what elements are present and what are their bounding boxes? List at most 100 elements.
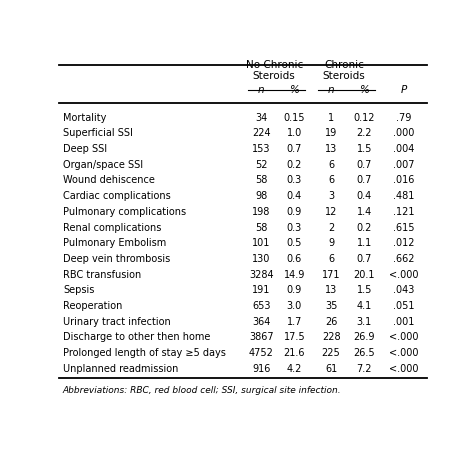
Text: 26.9: 26.9: [354, 332, 375, 342]
Text: 4.1: 4.1: [356, 301, 372, 311]
Text: 0.9: 0.9: [287, 207, 302, 217]
Text: 1.4: 1.4: [356, 207, 372, 217]
Text: 0.7: 0.7: [287, 144, 302, 154]
Text: 61: 61: [325, 364, 337, 374]
Text: 12: 12: [325, 207, 337, 217]
Text: 130: 130: [252, 254, 271, 264]
Text: 0.9: 0.9: [287, 285, 302, 295]
Text: .051: .051: [393, 301, 415, 311]
Text: Superficial SSI: Superficial SSI: [63, 128, 133, 138]
Text: 58: 58: [255, 175, 267, 185]
Text: Renal complications: Renal complications: [63, 222, 161, 233]
Text: Sepsis: Sepsis: [63, 285, 94, 295]
Text: Mortality: Mortality: [63, 113, 106, 123]
Text: 2: 2: [328, 222, 334, 233]
Text: No Chronic: No Chronic: [246, 60, 303, 70]
Text: %: %: [290, 85, 299, 95]
Text: 17.5: 17.5: [283, 332, 305, 342]
Text: Deep SSI: Deep SSI: [63, 144, 107, 154]
Text: 2.2: 2.2: [356, 128, 372, 138]
Text: 7.2: 7.2: [356, 364, 372, 374]
Text: Urinary tract infection: Urinary tract infection: [63, 317, 171, 327]
Text: 6: 6: [328, 254, 334, 264]
Text: 98: 98: [255, 191, 267, 201]
Text: 4.2: 4.2: [287, 364, 302, 374]
Text: 0.3: 0.3: [287, 222, 302, 233]
Text: 35: 35: [325, 301, 337, 311]
Text: .662: .662: [393, 254, 415, 264]
Text: 14.9: 14.9: [283, 270, 305, 280]
Text: Deep vein thrombosis: Deep vein thrombosis: [63, 254, 170, 264]
Text: .79: .79: [396, 113, 411, 123]
Text: n: n: [258, 85, 264, 95]
Text: 0.4: 0.4: [356, 191, 372, 201]
Text: Steroids: Steroids: [253, 71, 295, 81]
Text: 3284: 3284: [249, 270, 273, 280]
Text: 198: 198: [252, 207, 271, 217]
Text: 34: 34: [255, 113, 267, 123]
Text: 3.1: 3.1: [356, 317, 372, 327]
Text: .000: .000: [393, 128, 414, 138]
Text: .615: .615: [393, 222, 415, 233]
Text: 225: 225: [322, 348, 340, 358]
Text: 3.0: 3.0: [287, 301, 302, 311]
Text: 0.7: 0.7: [356, 175, 372, 185]
Text: 20.1: 20.1: [354, 270, 375, 280]
Text: 9: 9: [328, 238, 334, 248]
Text: .481: .481: [393, 191, 414, 201]
Text: 224: 224: [252, 128, 271, 138]
Text: Cardiac complications: Cardiac complications: [63, 191, 171, 201]
Text: P: P: [401, 85, 407, 95]
Text: n: n: [328, 85, 334, 95]
Text: 6: 6: [328, 175, 334, 185]
Text: <.000: <.000: [389, 270, 419, 280]
Text: Abbreviations: RBC, red blood cell; SSI, surgical site infection.: Abbreviations: RBC, red blood cell; SSI,…: [63, 386, 342, 395]
Text: Organ/space SSI: Organ/space SSI: [63, 160, 143, 170]
Text: 0.7: 0.7: [356, 254, 372, 264]
Text: 1: 1: [328, 113, 334, 123]
Text: 6: 6: [328, 160, 334, 170]
Text: 1.7: 1.7: [287, 317, 302, 327]
Text: 1.5: 1.5: [356, 285, 372, 295]
Text: <.000: <.000: [389, 364, 419, 374]
Text: 58: 58: [255, 222, 267, 233]
Text: Pulmonary Embolism: Pulmonary Embolism: [63, 238, 166, 248]
Text: .012: .012: [393, 238, 415, 248]
Text: Steroids: Steroids: [323, 71, 365, 81]
Text: 228: 228: [322, 332, 340, 342]
Text: Chronic: Chronic: [324, 60, 364, 70]
Text: 0.6: 0.6: [287, 254, 302, 264]
Text: 0.15: 0.15: [283, 113, 305, 123]
Text: 0.4: 0.4: [287, 191, 302, 201]
Text: 3: 3: [328, 191, 334, 201]
Text: 1.0: 1.0: [287, 128, 302, 138]
Text: 0.12: 0.12: [354, 113, 375, 123]
Text: %: %: [359, 85, 369, 95]
Text: .043: .043: [393, 285, 414, 295]
Text: 0.3: 0.3: [287, 175, 302, 185]
Text: Discharge to other then home: Discharge to other then home: [63, 332, 210, 342]
Text: <.000: <.000: [389, 332, 419, 342]
Text: Prolonged length of stay ≥5 days: Prolonged length of stay ≥5 days: [63, 348, 226, 358]
Text: .001: .001: [393, 317, 414, 327]
Text: 19: 19: [325, 128, 337, 138]
Text: 0.2: 0.2: [356, 222, 372, 233]
Text: 916: 916: [252, 364, 271, 374]
Text: .007: .007: [393, 160, 415, 170]
Text: 4752: 4752: [249, 348, 273, 358]
Text: Unplanned readmission: Unplanned readmission: [63, 364, 178, 374]
Text: 191: 191: [252, 285, 271, 295]
Text: 26.5: 26.5: [353, 348, 375, 358]
Text: 171: 171: [322, 270, 340, 280]
Text: 21.6: 21.6: [283, 348, 305, 358]
Text: 653: 653: [252, 301, 271, 311]
Text: 52: 52: [255, 160, 267, 170]
Text: .016: .016: [393, 175, 414, 185]
Text: 101: 101: [252, 238, 271, 248]
Text: 0.2: 0.2: [287, 160, 302, 170]
Text: .004: .004: [393, 144, 414, 154]
Text: 364: 364: [252, 317, 271, 327]
Text: 26: 26: [325, 317, 337, 327]
Text: Wound dehiscence: Wound dehiscence: [63, 175, 155, 185]
Text: 153: 153: [252, 144, 271, 154]
